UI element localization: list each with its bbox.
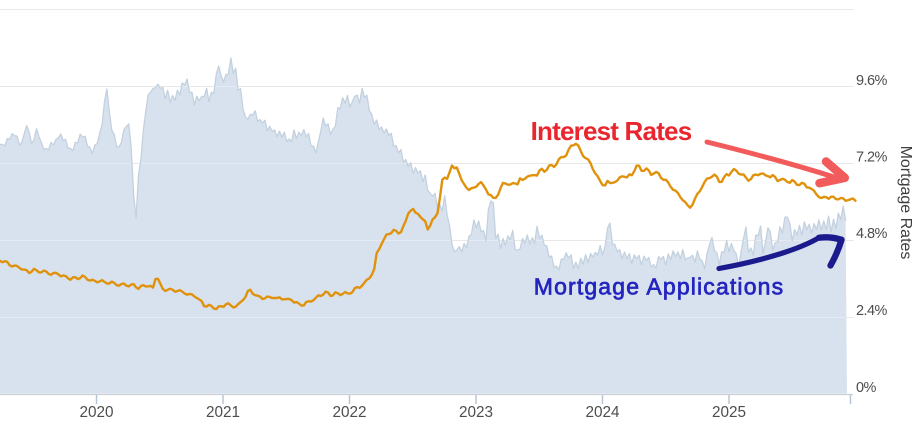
svg-text:Mortgage Applications: Mortgage Applications — [534, 274, 784, 300]
svg-text:2020: 2020 — [79, 404, 113, 421]
svg-text:2022: 2022 — [332, 404, 366, 421]
svg-text:0%: 0% — [856, 380, 877, 396]
svg-text:2024: 2024 — [585, 404, 620, 421]
svg-text:2.4%: 2.4% — [856, 303, 888, 319]
svg-text:Interest Rates: Interest Rates — [531, 116, 692, 146]
svg-text:9.6%: 9.6% — [856, 73, 888, 89]
svg-text:7.2%: 7.2% — [856, 150, 888, 166]
svg-text:Mortgage Rates: Mortgage Rates — [897, 146, 914, 260]
svg-text:2025: 2025 — [712, 404, 746, 421]
svg-text:2023: 2023 — [459, 404, 493, 421]
svg-text:4.8%: 4.8% — [856, 226, 888, 242]
svg-text:2021: 2021 — [206, 404, 240, 421]
